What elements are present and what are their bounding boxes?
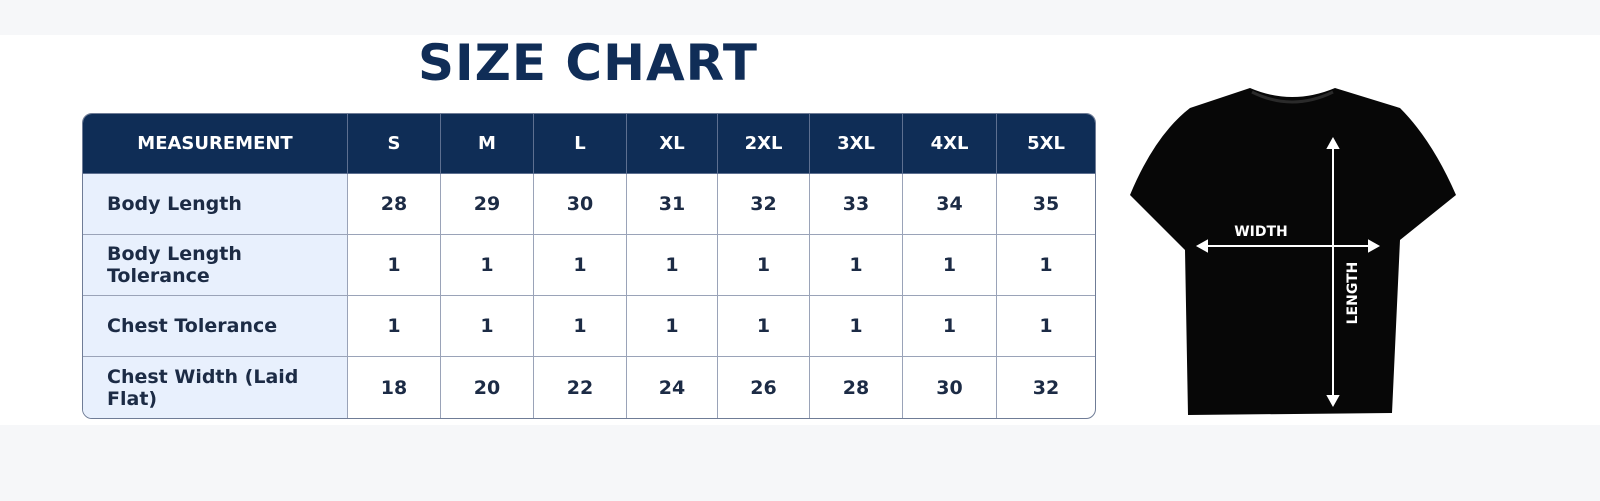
value-cell: 1 bbox=[903, 235, 997, 296]
value-cell: 1 bbox=[534, 235, 627, 296]
value-cell: 1 bbox=[441, 235, 534, 296]
value-cell: 33 bbox=[810, 174, 903, 235]
row-label: Chest Width (Laid Flat) bbox=[83, 357, 348, 418]
header-cell: L bbox=[534, 114, 627, 174]
size-table: MEASUREMENT S M L XL 2XL 3XL 4XL 5XL Body Length 2… bbox=[82, 113, 1096, 419]
header-cell: XL bbox=[627, 114, 718, 174]
header-cell: S bbox=[348, 114, 441, 174]
value-cell: 1 bbox=[810, 235, 903, 296]
arrow-head bbox=[1195, 239, 1208, 253]
value-cell: 32 bbox=[718, 174, 810, 235]
value-cell: 1 bbox=[627, 235, 718, 296]
value-cell: 1 bbox=[718, 296, 810, 357]
row-label: Chest Tolerance bbox=[83, 296, 348, 357]
value-cell: 18 bbox=[348, 357, 441, 418]
value-cell: 30 bbox=[534, 174, 627, 235]
value-cell: 1 bbox=[997, 235, 1095, 296]
value-cell: 34 bbox=[903, 174, 997, 235]
value-cell: 1 bbox=[534, 296, 627, 357]
value-cell: 31 bbox=[627, 174, 718, 235]
value-cell: 20 bbox=[441, 357, 534, 418]
value-cell: 29 bbox=[441, 174, 534, 235]
value-cell: 1 bbox=[997, 296, 1095, 357]
value-cell: 1 bbox=[627, 296, 718, 357]
value-cell: 26 bbox=[718, 357, 810, 418]
header-cell: 3XL bbox=[810, 114, 903, 174]
length-label: LENGTH bbox=[1345, 262, 1361, 325]
header-cell: MEASUREMENT bbox=[83, 114, 348, 174]
value-cell: 1 bbox=[903, 296, 997, 357]
value-cell: 35 bbox=[997, 174, 1095, 235]
row-label: Body Length Tolerance bbox=[83, 235, 348, 296]
header-cell: 5XL bbox=[997, 114, 1095, 174]
value-cell: 30 bbox=[903, 357, 997, 418]
title: SIZE CHART bbox=[417, 34, 759, 92]
arrow-head bbox=[1368, 239, 1381, 253]
collar bbox=[1251, 90, 1334, 104]
value-cell: 28 bbox=[810, 357, 903, 418]
value-cell: 1 bbox=[810, 296, 903, 357]
value-cell: 32 bbox=[1032, 376, 1060, 399]
tshirt bbox=[1130, 88, 1456, 415]
header-cell: M bbox=[441, 114, 534, 174]
value-cell: 1 bbox=[348, 235, 441, 296]
arrows bbox=[1195, 136, 1381, 408]
value-cell: 28 bbox=[348, 174, 441, 235]
header-cell: 4XL bbox=[903, 114, 997, 174]
width-label: WIDTH bbox=[1234, 224, 1288, 240]
row-label: Body Length bbox=[83, 174, 348, 235]
arrow-head bbox=[1326, 395, 1340, 408]
value-cell: 1 bbox=[718, 235, 810, 296]
header-cell: 2XL bbox=[718, 114, 810, 174]
value-cell: 1 bbox=[441, 296, 534, 357]
value-cell: 1 bbox=[348, 296, 441, 357]
value-cell: 22 bbox=[534, 357, 627, 418]
arrow-head bbox=[1326, 136, 1340, 149]
value-cell: 24 bbox=[627, 357, 718, 418]
